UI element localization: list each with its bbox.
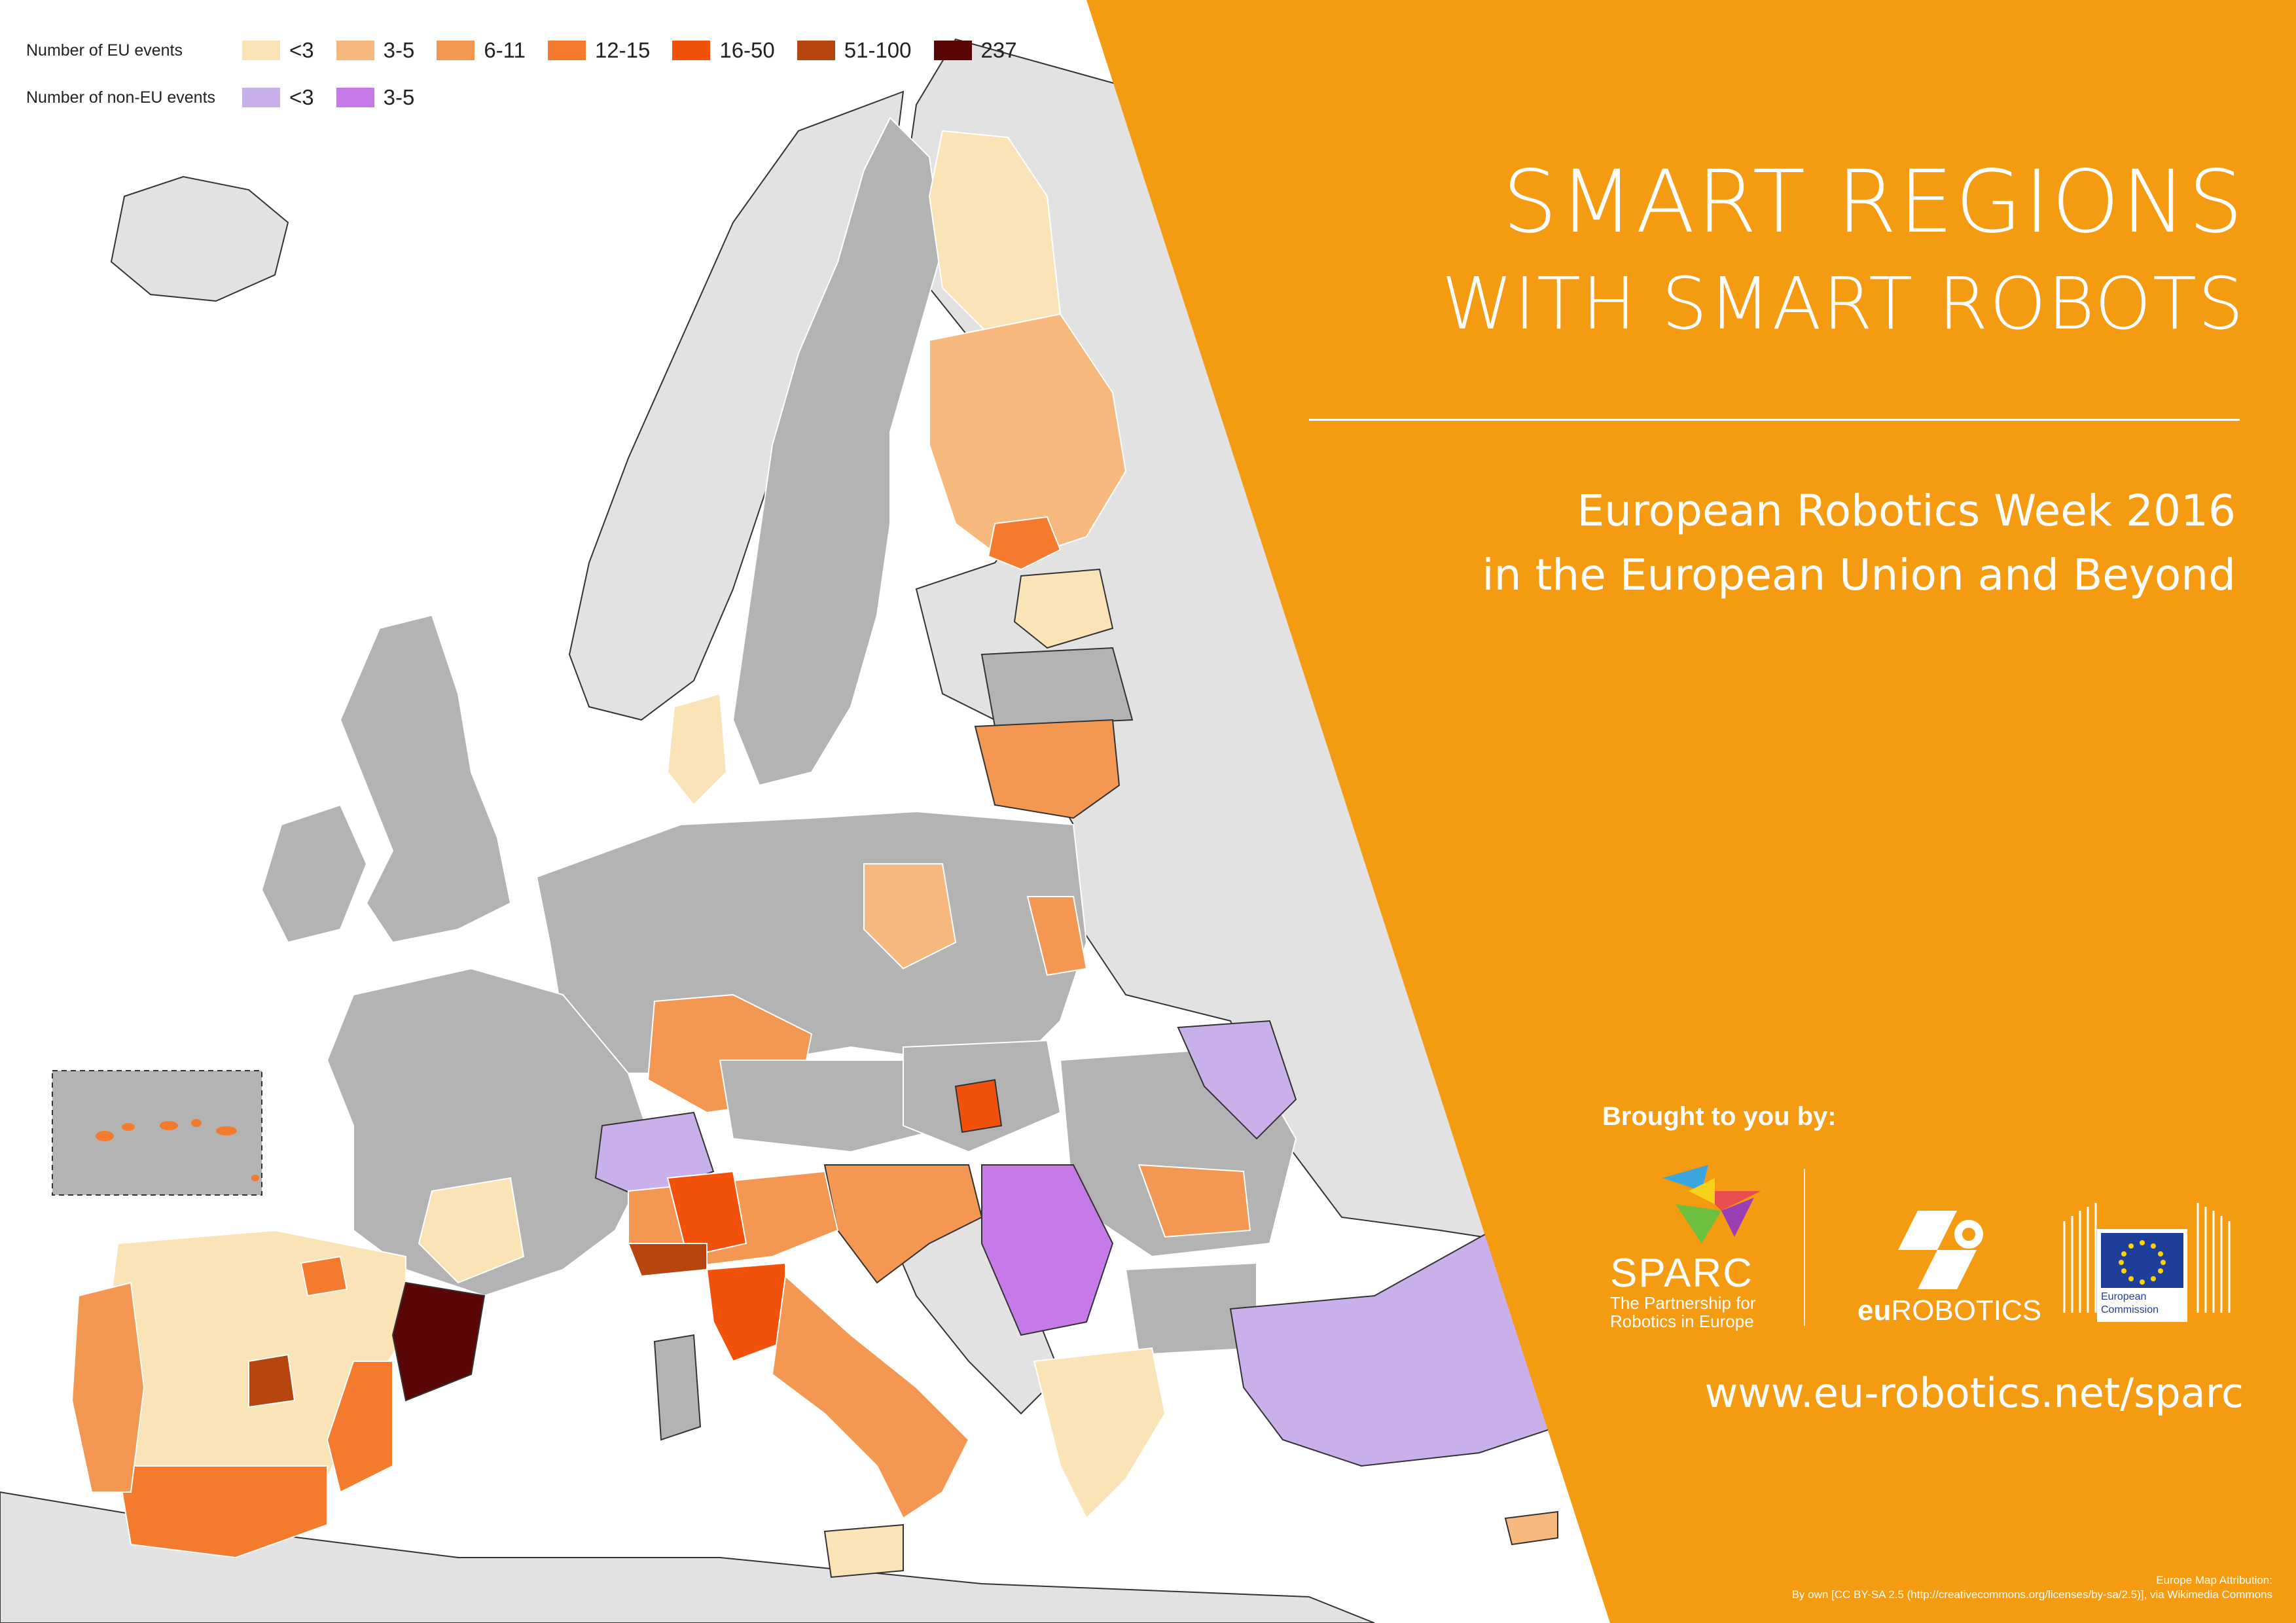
legend-swatch [336, 41, 374, 60]
map-budapest [954, 1079, 1003, 1133]
map-poland-west [863, 863, 957, 970]
ec-logo: European Commission [2058, 1195, 2241, 1326]
legend-swatch [933, 41, 972, 60]
legend-eu-item: 12-15 [547, 38, 651, 63]
ec-label-line1: European [2101, 1291, 2147, 1302]
map-cyprus [1504, 1510, 1558, 1546]
legend-label: <3 [289, 85, 314, 109]
legend-swatch [242, 41, 280, 60]
attribution-line-2: By own [CC BY-SA 2.5 (http://creativecom… [1791, 1588, 2272, 1601]
map-basque-country [300, 1255, 348, 1297]
eurobotics-logo-icon [1898, 1211, 1983, 1289]
ec-building-icon [2063, 1203, 2231, 1313]
map-liguria [627, 1243, 708, 1277]
legend-eu-item: 237 [933, 38, 1017, 63]
legend-label: 237 [980, 38, 1017, 62]
map-great-britain [339, 614, 512, 944]
legend-label: 3-5 [383, 38, 415, 62]
map-iceland [110, 175, 289, 302]
attribution-line-1: Europe Map Attribution: [2156, 1574, 2272, 1586]
map-madrid [248, 1353, 296, 1408]
map-attribution: Europe Map Attribution: By own [CC BY-SA… [1792, 1573, 2272, 1602]
eurobotics-prefix: eu [1857, 1294, 1892, 1327]
legend-swatch [336, 88, 374, 107]
legend-noneu-title: Number of non-EU events [26, 88, 216, 107]
map-turkey [1229, 1229, 1559, 1467]
map-valencia [326, 1361, 393, 1493]
legend-label: 16-50 [719, 38, 775, 62]
map-latvia [980, 647, 1134, 728]
map-lithuania [974, 719, 1121, 819]
legend-swatch [672, 41, 711, 60]
sparc-name: SPARC [1610, 1251, 1754, 1296]
legend-swatch [437, 41, 475, 60]
map-lombardy [666, 1170, 747, 1258]
legend-eu-title: Number of EU events [26, 41, 183, 60]
legend-noneu-item: 3-5 [336, 85, 415, 110]
sparc-tagline-2: Robotics in Europe [1610, 1311, 1754, 1331]
legend-eu: Number of EU events <3 3-5 6-11 12-15 16… [26, 38, 1039, 63]
map-portugal [71, 1281, 145, 1493]
ec-label-line2: Commission [2101, 1304, 2159, 1315]
legend-eu-item: 51-100 [797, 38, 912, 63]
map-catalonia [391, 1281, 486, 1402]
title-divider [1309, 419, 2240, 421]
eurobotics-wordmark: euROBOTICS [1857, 1294, 2041, 1327]
map-ireland [260, 804, 368, 944]
title-line-2: WITH SMART ROBOTS [1441, 262, 2245, 346]
sponsor-separator [1804, 1169, 1805, 1326]
orange-panel [1086, 0, 2296, 1623]
map-finland-south [929, 313, 1127, 564]
map-denmark [666, 692, 728, 806]
sparc-logo-icon [1662, 1165, 1761, 1243]
legend-noneu: Number of non-EU events <3 3-5 [26, 85, 437, 110]
map-estonia [1013, 568, 1114, 649]
legend-label: 3-5 [383, 85, 415, 109]
legend-eu-item: 16-50 [672, 38, 775, 63]
legend-label: 6-11 [484, 38, 526, 62]
map-italy-south [771, 1274, 970, 1520]
map-sicily [823, 1524, 904, 1578]
title-line-1: SMART REGIONS [1502, 152, 2245, 253]
legend-swatch [547, 41, 586, 60]
map-andalusia [117, 1465, 328, 1559]
eurobotics-name: ROBOTICS [1891, 1294, 2042, 1327]
website-link[interactable]: www.eu-robotics.net/sparc [1704, 1369, 2244, 1417]
legend-eu-item: <3 [242, 38, 314, 63]
map-poland-east [1026, 896, 1088, 976]
legend-eu-item: 6-11 [437, 38, 526, 63]
map-france-southwest [418, 1177, 525, 1284]
map-sweden [732, 116, 944, 787]
azores-islands [96, 1119, 259, 1181]
map-tuscany [706, 1262, 786, 1363]
legend-label: 12-15 [594, 38, 651, 62]
subtitle-line-2: in the European Union and Beyond [1482, 550, 2236, 600]
map-france [326, 967, 656, 1297]
brought-by-label: Brought to you by: [1602, 1102, 1837, 1131]
legend-label: 51-100 [844, 38, 912, 62]
map-romania-center [1138, 1164, 1251, 1238]
ec-flag [2097, 1229, 2187, 1293]
map-greece [1033, 1347, 1166, 1520]
legend-noneu-item: <3 [242, 85, 314, 110]
legend-label: <3 [289, 38, 314, 62]
map-austria-czech [719, 1060, 957, 1153]
sparc-tagline-1: The Partnership for [1610, 1293, 1756, 1313]
ec-label: European Commission [2097, 1288, 2187, 1322]
legend-swatch [797, 41, 835, 60]
subtitle-line-1: European Robotics Week 2016 [1577, 486, 2236, 536]
legend-swatch [242, 88, 280, 107]
map-uusimaa [987, 516, 1062, 571]
map-sardinia [653, 1334, 702, 1441]
map-moldova [1177, 1020, 1297, 1140]
legend-eu-item: 3-5 [336, 38, 415, 63]
eu-stars-icon [2119, 1240, 2166, 1285]
map-serbia [981, 1164, 1114, 1336]
